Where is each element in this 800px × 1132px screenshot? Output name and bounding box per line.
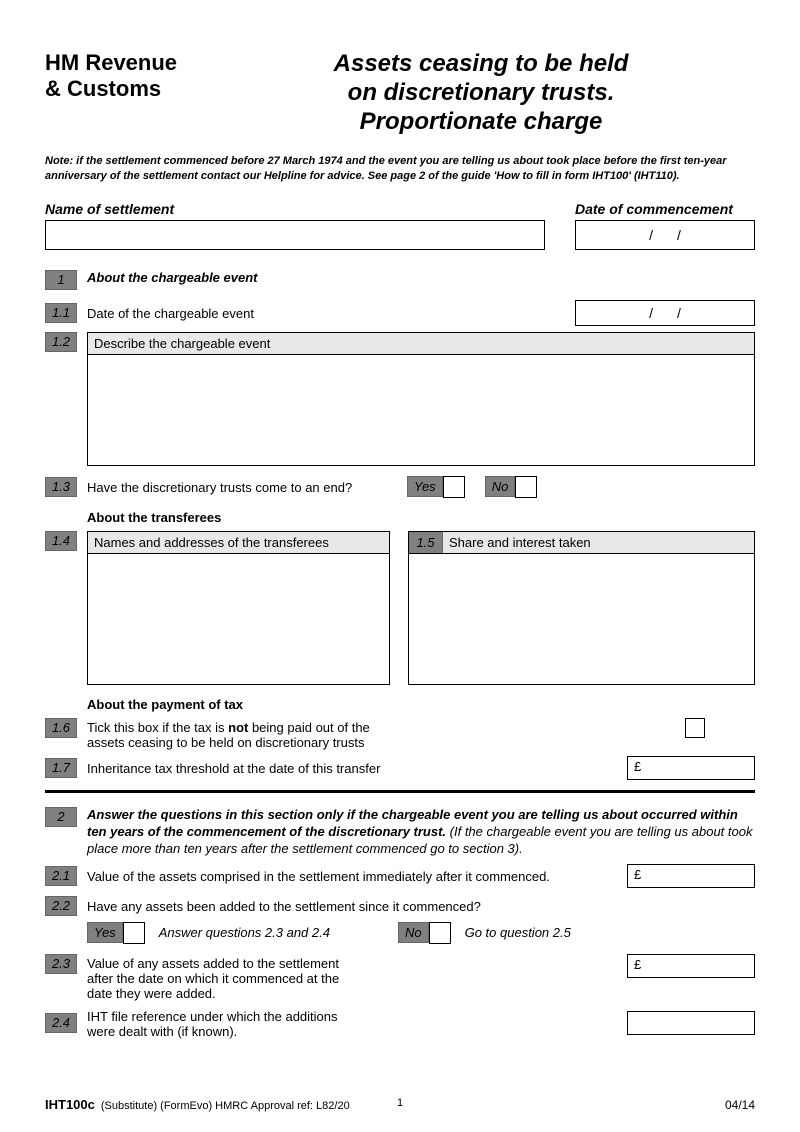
q2.2-no-checkbox[interactable] (429, 922, 451, 944)
date-sep: / (677, 305, 681, 321)
yes-label: Yes (407, 476, 443, 497)
section-divider (45, 790, 755, 793)
q2.1-label: Value of the assets comprised in the set… (87, 867, 617, 884)
no-label: No (398, 922, 429, 943)
q1.4-label: Names and addresses of the transferees (88, 532, 389, 553)
q2.3-label: Value of any assets added to the settlem… (87, 954, 347, 1001)
q2.2-num: 2.2 (45, 896, 77, 916)
date-sep: / (649, 305, 653, 321)
top-fields: Name of settlement Date of commencement … (45, 201, 755, 250)
q1.5-label: Share and interest taken (443, 532, 754, 553)
transferees-title: About the transferees (87, 510, 221, 525)
title-line2: on discretionary trusts. (348, 79, 615, 106)
org-line2: & Customs (45, 76, 161, 101)
q2.4-num: 2.4 (45, 1013, 77, 1033)
commencement-date-input[interactable]: / / (575, 220, 755, 250)
yes-label: Yes (87, 922, 123, 943)
q1.2-num: 1.2 (45, 332, 77, 352)
chargeable-event-date-input[interactable]: / / (575, 300, 755, 326)
q1.3-yes: Yes (407, 476, 465, 498)
q2.2-yes: Yes (87, 922, 145, 944)
q1.5-num: 1.5 (409, 532, 443, 553)
q2.1-num: 2.1 (45, 866, 77, 886)
q2.4-input[interactable] (627, 1011, 755, 1035)
section-2-intro: Answer the questions in this section onl… (87, 807, 755, 858)
org-line1: HM Revenue (45, 50, 177, 75)
form-title: Assets ceasing to be held on discretiona… (207, 50, 755, 136)
footer-sub: (Substitute) (FormEvo) HMRC Approval ref… (101, 1100, 350, 1112)
q2.2-no: No (398, 922, 451, 944)
date-sep: / (649, 227, 653, 243)
q2.2-yes-hint: Answer questions 2.3 and 2.4 (159, 925, 330, 940)
q2.2-label: Have any assets been added to the settle… (87, 897, 755, 914)
q2.4-label: IHT file reference under which the addit… (87, 1007, 347, 1039)
transferees-names-textarea[interactable] (88, 554, 389, 684)
footer-date: 04/14 (725, 1098, 755, 1112)
q1.6-checkbox[interactable] (685, 718, 705, 738)
q1.1-label: Date of the chargeable event (87, 304, 565, 321)
date-sep: / (677, 227, 681, 243)
title-line3: Proportionate charge (360, 108, 603, 135)
q2.2-no-hint: Go to question 2.5 (465, 925, 571, 940)
footer-code: IHT100c (45, 1097, 95, 1112)
settlement-name-label: Name of settlement (45, 201, 545, 217)
section-1-title: About the chargeable event (87, 270, 257, 285)
footer-page: 1 (397, 1097, 403, 1109)
payment-title: About the payment of tax (87, 697, 243, 712)
footer: IHT100c (Substitute) (FormEvo) HMRC Appr… (45, 1097, 755, 1112)
q1.7-input[interactable]: £ (627, 756, 755, 780)
describe-event-textarea[interactable] (88, 355, 754, 465)
q1.3-num: 1.3 (45, 477, 77, 497)
q1.7-label: Inheritance tax threshold at the date of… (87, 759, 617, 776)
no-label: No (485, 476, 516, 497)
q2.3-num: 2.3 (45, 954, 77, 974)
section-1-num: 1 (45, 270, 77, 290)
q1.3-label: Have the discretionary trusts come to an… (87, 478, 397, 495)
q1.3-yes-checkbox[interactable] (443, 476, 465, 498)
q2.1-input[interactable]: £ (627, 864, 755, 888)
q2.2-yes-checkbox[interactable] (123, 922, 145, 944)
q1.7-num: 1.7 (45, 758, 77, 778)
settlement-name-input[interactable] (45, 220, 545, 250)
share-interest-textarea[interactable] (409, 554, 754, 684)
q1.3-no: No (485, 476, 538, 498)
q1.2-label: Describe the chargeable event (88, 333, 754, 355)
q1.6-num: 1.6 (45, 718, 77, 738)
q1.6-label: Tick this box if the tax is not being pa… (87, 718, 376, 750)
q2.3-input[interactable]: £ (627, 954, 755, 978)
note-text: Note: if the settlement commenced before… (45, 154, 755, 183)
header: HM Revenue & Customs Assets ceasing to b… (45, 50, 755, 136)
title-line1: Assets ceasing to be held (334, 50, 629, 77)
commencement-date-label: Date of commencement (575, 201, 755, 217)
org-name: HM Revenue & Customs (45, 50, 177, 136)
q1.4-num: 1.4 (45, 531, 77, 551)
q1.3-no-checkbox[interactable] (515, 476, 537, 498)
section-2-num: 2 (45, 807, 77, 827)
q1.1-num: 1.1 (45, 303, 77, 323)
